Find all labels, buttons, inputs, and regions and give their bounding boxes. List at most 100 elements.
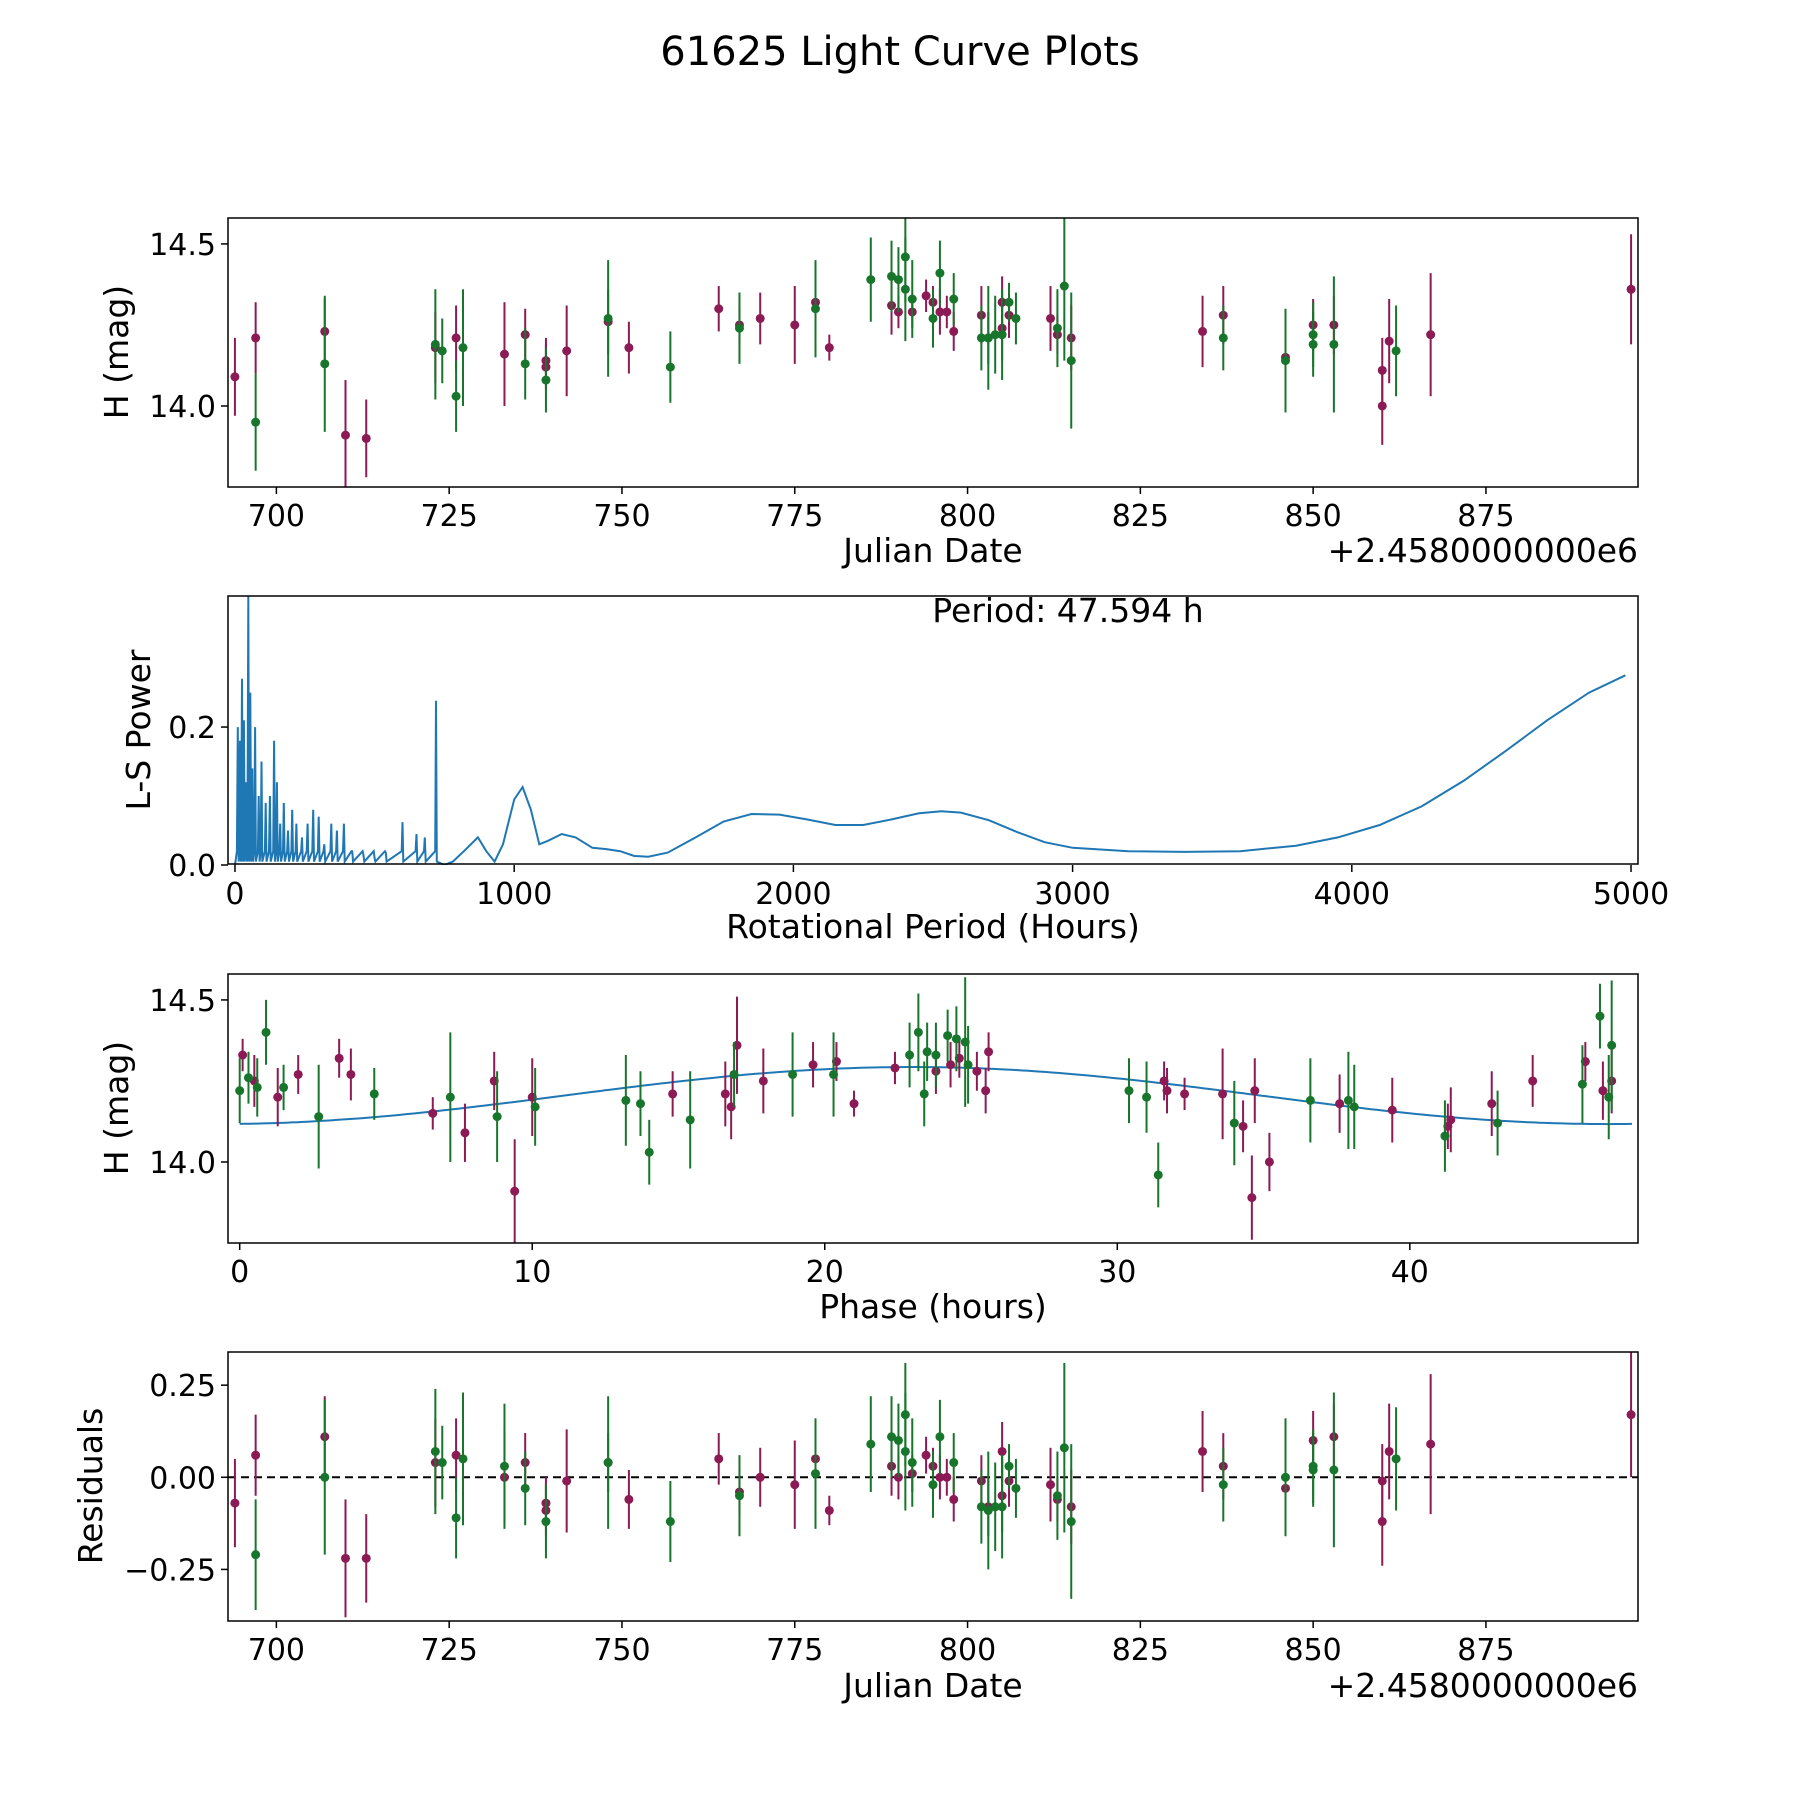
x-tick-label: 0 xyxy=(230,1255,249,1290)
purple-data-point xyxy=(251,1450,261,1460)
y-tick-label: 0.0 xyxy=(168,849,216,884)
green-data-point xyxy=(541,375,551,385)
purple-data-point xyxy=(790,320,800,330)
y-tick-label: 0.00 xyxy=(149,1461,216,1496)
green-data-point xyxy=(893,275,903,285)
x-tick-label: 750 xyxy=(593,1633,650,1668)
purple-data-point xyxy=(755,313,765,323)
purple-data-point xyxy=(942,307,952,317)
periodogram-x-label: Rotational Period (Hours) xyxy=(726,907,1140,946)
purple-data-point xyxy=(624,1494,634,1504)
green-data-point xyxy=(279,1082,289,1092)
green-data-point xyxy=(1308,339,1318,349)
residuals-marks xyxy=(228,1352,1638,1618)
residuals-y-ticks: −0.25 0.00 0.25 xyxy=(124,1369,228,1588)
y-tick-label: 14.5 xyxy=(149,984,216,1019)
x-tick-label: 700 xyxy=(248,1633,305,1668)
purple-data-point xyxy=(942,1472,952,1482)
purple-data-point xyxy=(1250,1086,1260,1096)
green-data-point xyxy=(990,1502,1000,1512)
green-data-point xyxy=(530,1102,540,1112)
green-data-point xyxy=(603,313,613,323)
lightcurve-marks xyxy=(230,218,1636,487)
purple-data-point xyxy=(1180,1089,1190,1099)
green-data-point xyxy=(887,271,897,281)
periodogram-y-label: L-S Power xyxy=(119,649,158,810)
phased-marks xyxy=(235,977,1633,1243)
x-tick-label: 3000 xyxy=(1034,877,1110,912)
green-data-point xyxy=(907,1458,917,1468)
purple-data-point xyxy=(499,349,509,359)
x-tick-label: 875 xyxy=(1457,1633,1514,1668)
purple-data-point xyxy=(668,1089,678,1099)
green-data-point xyxy=(1218,1480,1228,1490)
green-data-point xyxy=(935,268,945,278)
green-data-point xyxy=(900,1446,910,1456)
purple-data-point xyxy=(720,1089,730,1099)
x-tick-label: 1000 xyxy=(476,877,552,912)
x-tick-label: 10 xyxy=(513,1255,551,1290)
green-data-point xyxy=(1577,1079,1587,1089)
green-data-point xyxy=(788,1069,798,1079)
lightcurve-axes-frame xyxy=(227,217,1639,488)
periodogram-x-ticks: 0 1000 2000 3000 4000 5000 xyxy=(225,865,1669,912)
purple-data-point xyxy=(428,1108,438,1118)
residuals-y-label: Residuals xyxy=(71,1408,110,1565)
green-data-point xyxy=(949,1458,959,1468)
purple-data-point xyxy=(230,1498,240,1508)
x-tick-label: 800 xyxy=(939,1633,996,1668)
green-data-point xyxy=(1066,356,1076,366)
green-data-point xyxy=(963,1060,973,1070)
green-data-point xyxy=(451,1513,461,1523)
purple-data-point xyxy=(251,333,261,343)
purple-data-point xyxy=(1377,1476,1387,1486)
green-data-point xyxy=(314,1112,324,1122)
purple-data-point xyxy=(1626,284,1636,294)
purple-data-point xyxy=(1528,1076,1538,1086)
green-data-point xyxy=(1011,313,1021,323)
green-data-point xyxy=(913,1027,923,1037)
purple-data-point xyxy=(997,1446,1007,1456)
purple-data-point xyxy=(562,1476,572,1486)
green-data-point xyxy=(1052,323,1062,333)
green-data-point xyxy=(320,359,330,369)
phased-axes-frame xyxy=(227,973,1639,1244)
green-data-point xyxy=(621,1095,631,1105)
green-data-point xyxy=(976,333,986,343)
phased-x-label: Phase (hours) xyxy=(819,1287,1047,1326)
green-data-point xyxy=(887,1432,897,1442)
figure-title: 61625 Light Curve Plots xyxy=(660,29,1139,75)
green-data-point xyxy=(369,1089,379,1099)
purple-data-point xyxy=(562,346,572,356)
purple-data-point xyxy=(984,1047,994,1057)
green-data-point xyxy=(1229,1118,1239,1128)
purple-data-point xyxy=(1198,326,1208,336)
residuals-axes-frame xyxy=(227,1351,1639,1622)
purple-data-point xyxy=(890,1063,900,1073)
green-data-point xyxy=(1124,1086,1134,1096)
x-tick-label: 700 xyxy=(248,499,305,534)
green-data-point xyxy=(665,1517,675,1527)
green-data-point xyxy=(1004,297,1014,307)
green-data-point xyxy=(541,1517,551,1527)
purple-data-point xyxy=(790,1480,800,1490)
green-data-point xyxy=(1607,1040,1617,1050)
purple-data-point xyxy=(1446,1115,1456,1125)
green-data-point xyxy=(665,362,675,372)
purple-data-point xyxy=(935,307,945,317)
purple-data-point xyxy=(341,430,350,440)
purple-data-point xyxy=(1387,1105,1397,1115)
residuals-x-label: Julian Date xyxy=(841,1666,1023,1705)
purple-data-point xyxy=(1487,1099,1497,1109)
purple-data-point xyxy=(1264,1157,1274,1167)
green-data-point xyxy=(949,294,959,304)
green-data-point xyxy=(635,1099,645,1109)
green-data-point xyxy=(445,1092,455,1102)
green-data-point xyxy=(252,1082,262,1092)
x-tick-label: 725 xyxy=(421,499,478,534)
x-tick-label: 775 xyxy=(766,1633,823,1668)
purple-data-point xyxy=(755,1472,765,1482)
y-tick-label: −0.25 xyxy=(124,1553,216,1588)
phased-y-label: H (mag) xyxy=(97,1041,136,1175)
green-data-point xyxy=(928,1480,938,1490)
